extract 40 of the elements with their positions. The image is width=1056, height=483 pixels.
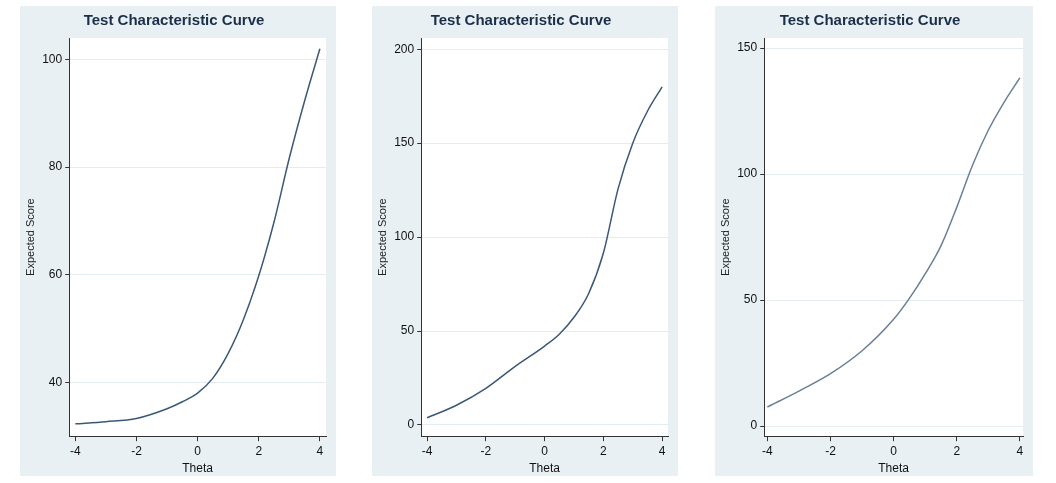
y-tick-label: 150 xyxy=(394,135,415,150)
y-tick-label: 60 xyxy=(48,267,63,282)
x-tick-label: -4 xyxy=(421,443,433,458)
line-series xyxy=(766,77,1021,408)
y-axis-title: Expected Score xyxy=(375,198,388,276)
y-tick-label: 150 xyxy=(737,40,758,55)
x-tick-label: 2 xyxy=(600,443,608,458)
x-tick-label: 0 xyxy=(541,443,549,458)
chart-title: Test Characteristic Curve xyxy=(430,11,612,29)
x-axis-title: Theta xyxy=(182,461,214,476)
x-axis-title: Theta xyxy=(878,461,910,476)
x-axis-title: Theta xyxy=(529,461,561,476)
y-tick-label: 200 xyxy=(394,41,415,56)
x-tick-label: 0 xyxy=(890,443,898,458)
x-tick-label: -2 xyxy=(480,443,492,458)
x-tick-label: 0 xyxy=(194,443,202,458)
x-tick-label: -4 xyxy=(762,443,774,458)
chart-title: Test Characteristic Curve xyxy=(83,11,265,29)
y-tick-label: 50 xyxy=(400,323,415,338)
x-tick-label: 4 xyxy=(316,443,324,458)
y-tick-label: 40 xyxy=(48,374,63,389)
x-tick-label: -2 xyxy=(825,443,837,458)
y-tick-label: 0 xyxy=(407,417,415,432)
y-tick-label: 100 xyxy=(737,166,758,181)
y-tick-label: 100 xyxy=(42,51,63,66)
line-series xyxy=(74,48,321,425)
y-tick-label: 100 xyxy=(394,229,415,244)
y-tick-label: 50 xyxy=(743,292,758,307)
y-tick-label: 80 xyxy=(48,159,63,174)
x-tick-label: 4 xyxy=(1016,443,1024,458)
x-tick-label: 2 xyxy=(255,443,263,458)
x-tick-label: 2 xyxy=(953,443,961,458)
y-axis-title: Expected Score xyxy=(23,198,36,276)
y-axis-title: Expected Score xyxy=(718,198,731,276)
line-series xyxy=(426,86,663,419)
chart-title: Test Characteristic Curve xyxy=(779,11,961,29)
x-tick-label: -4 xyxy=(70,443,81,458)
y-tick-label: 0 xyxy=(750,418,758,433)
x-tick-label: 4 xyxy=(658,443,666,458)
x-tick-label: -2 xyxy=(131,443,143,458)
